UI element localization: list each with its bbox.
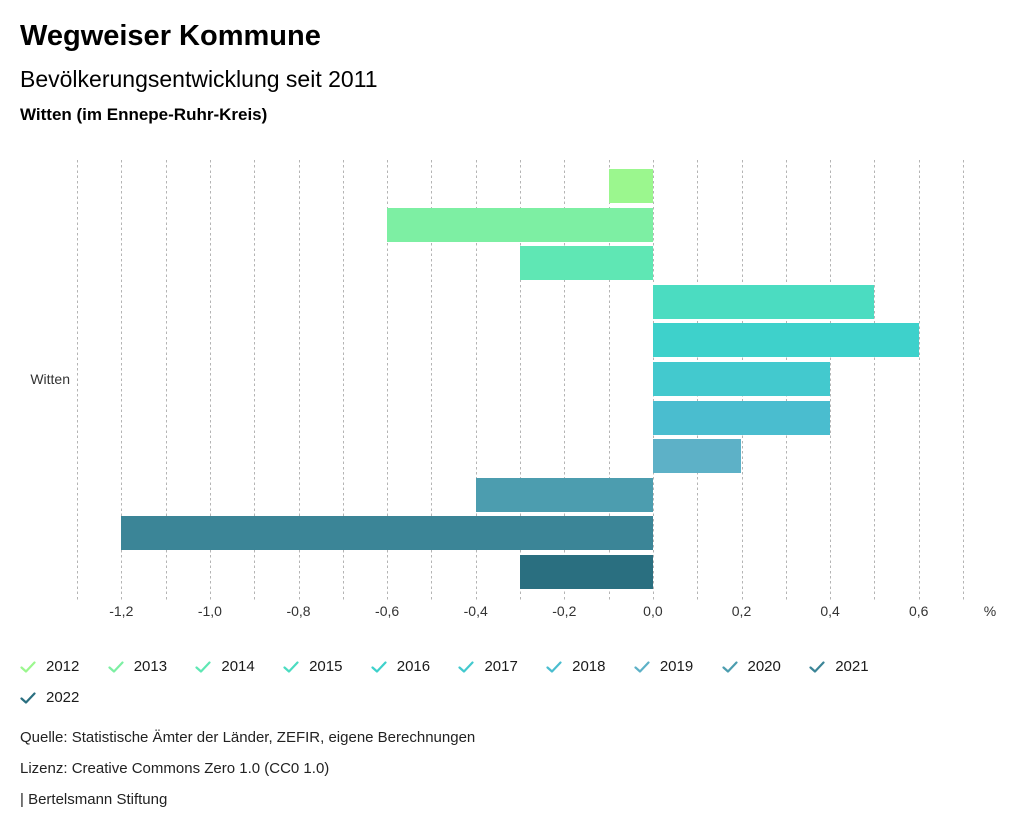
plot-area — [77, 160, 964, 600]
dashed-gridline — [918, 160, 920, 600]
dashed-gridline — [475, 160, 477, 600]
legend-item-2020[interactable]: 2020 — [721, 651, 810, 682]
x-axis-tick: -1,0 — [197, 603, 222, 619]
legend-item-2017[interactable]: 2017 — [458, 651, 546, 682]
footer-attribution: | Bertelsmann Stiftung — [20, 791, 168, 808]
legend-year-label: 2016 — [396, 658, 431, 675]
check-icon — [20, 691, 36, 704]
legend-item-2013[interactable]: 2013 — [108, 651, 196, 682]
legend-item-2019[interactable]: 2019 — [634, 651, 722, 682]
dashed-gridline — [209, 160, 211, 600]
x-axis-tick: -0,4 — [463, 603, 488, 619]
bar-2019[interactable] — [652, 439, 742, 474]
check-icon — [283, 660, 299, 673]
dashed-gridline — [608, 160, 610, 600]
check-icon — [546, 660, 562, 673]
legend-year-label: 2017 — [484, 658, 518, 675]
legend-year-label: 2021 — [835, 658, 869, 675]
y-axis-category-label: Witten — [30, 371, 70, 387]
bar-2018[interactable] — [652, 400, 831, 435]
dashed-gridline — [520, 160, 521, 600]
legend-year-label: 2018 — [572, 658, 606, 675]
legend-item-2018[interactable]: 2018 — [546, 651, 634, 682]
dashed-gridline — [121, 160, 123, 600]
bar-2020[interactable] — [475, 477, 653, 512]
legend: 2012 2013 2014 2015 2016 2017 2018 2019 2020 2021… — [20, 651, 930, 713]
legend-item-2015[interactable]: 2015 — [283, 651, 371, 682]
x-axis-tick: 0,4 — [820, 603, 840, 619]
legend-item-2012[interactable]: 2012 — [20, 651, 108, 682]
chart-title: Bevölkerungsentwicklung seit 2011 — [20, 66, 378, 92]
x-axis-tick: 0,6 — [908, 603, 929, 619]
legend-year-label: 2020 — [747, 658, 781, 675]
bar-2012[interactable] — [608, 169, 653, 203]
bar-2013[interactable] — [387, 207, 653, 242]
legend-year-label: 2019 — [659, 658, 694, 675]
check-icon — [371, 660, 387, 673]
dashed-gridline — [342, 160, 344, 600]
legend-year-label: 2014 — [221, 658, 255, 675]
check-icon — [195, 660, 211, 673]
legend-year-label: 2012 — [46, 658, 80, 675]
check-icon — [721, 660, 738, 673]
x-axis-unit: % — [983, 603, 997, 619]
legend-year-label: 2013 — [133, 658, 168, 675]
x-axis-tick: 0,2 — [731, 603, 752, 619]
page-title: Wegweiser Kommune — [20, 20, 321, 52]
x-axis: % -1,2 -1,0 -0,8 -0,6 -0,4 -0,2 0,0 0,2 0,4 0,6 — [77, 603, 1023, 623]
dashed-gridline — [165, 160, 167, 600]
bar-2016[interactable] — [652, 323, 919, 358]
check-icon — [634, 660, 650, 673]
dashed-gridline — [254, 160, 256, 600]
check-icon — [458, 660, 475, 673]
footer-license: Lizenz: Creative Commons Zero 1.0 (CC0 1… — [20, 760, 330, 777]
x-axis-tick: -0,2 — [552, 603, 577, 619]
chart-region-label: Witten (im Ennepe-Ruhr-Kreis) — [20, 105, 268, 124]
dashed-gridline — [77, 160, 78, 600]
dashed-gridline — [298, 160, 300, 600]
x-axis-tick: 0,0 — [643, 603, 663, 619]
dashed-gridline — [431, 160, 433, 600]
dashed-gridline — [830, 160, 832, 600]
x-axis-tick: -0,8 — [286, 603, 311, 619]
legend-item-2014[interactable]: 2014 — [195, 651, 283, 682]
dashed-gridline — [387, 160, 389, 600]
bar-2022[interactable] — [520, 555, 653, 589]
footer-source: Quelle: Statistische Ämter der Länder, Z… — [20, 729, 476, 746]
legend-item-2021[interactable]: 2021 — [809, 651, 897, 682]
check-icon — [20, 660, 36, 673]
check-icon — [108, 660, 124, 673]
legend-item-2022[interactable]: 2022 — [20, 682, 108, 713]
bar-2021[interactable] — [121, 516, 653, 551]
bar-2015[interactable] — [652, 284, 875, 319]
legend-year-label: 2015 — [309, 658, 343, 675]
bar-2014[interactable] — [520, 246, 653, 281]
dashed-gridline — [874, 160, 876, 600]
dashed-gridline — [963, 160, 964, 600]
dashed-gridline — [564, 160, 566, 600]
x-axis-tick: -0,6 — [375, 603, 400, 619]
check-icon — [809, 660, 825, 673]
legend-item-2016[interactable]: 2016 — [371, 651, 459, 682]
legend-year-label: 2022 — [46, 689, 80, 706]
bar-2017[interactable] — [652, 362, 831, 396]
x-axis-tick: -1,2 — [109, 603, 134, 619]
